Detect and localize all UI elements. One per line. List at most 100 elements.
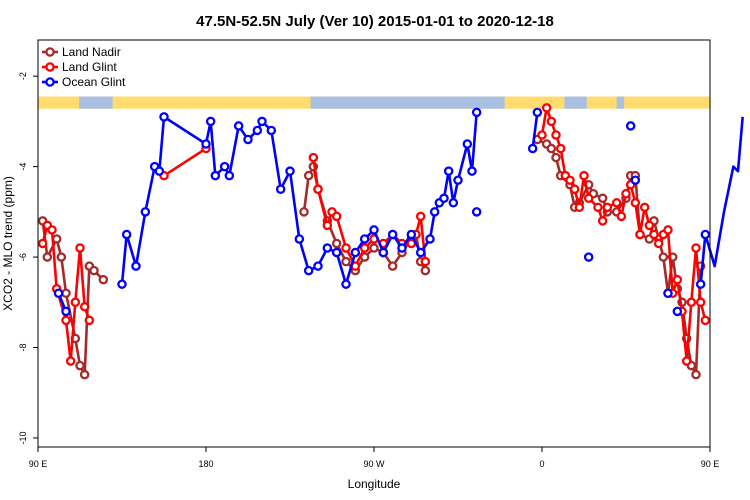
data-point [313, 184, 323, 194]
series-line [531, 112, 539, 149]
x-tick-label: 90 E [29, 459, 48, 469]
y-tick-label: -10 [18, 431, 28, 444]
data-point [275, 184, 286, 194]
y-tick-label: -8 [18, 344, 28, 352]
data-point [233, 121, 244, 131]
data-point [597, 216, 608, 226]
data-point [341, 279, 351, 289]
data-point [341, 243, 351, 253]
data-point [415, 247, 426, 258]
data-point [653, 238, 664, 249]
data-point [37, 238, 48, 249]
data-point [252, 125, 263, 136]
data-point [649, 229, 659, 240]
data-point [322, 243, 333, 253]
series-line [540, 106, 707, 363]
legend-marker [45, 47, 55, 57]
data-point [546, 143, 557, 154]
y-tick-label: -2 [18, 72, 28, 80]
data-point [700, 315, 711, 326]
data-point [471, 107, 482, 118]
data-point [369, 225, 379, 235]
data-point [369, 243, 379, 253]
data-point [630, 175, 641, 185]
series-layer [37, 103, 744, 380]
data-point [593, 202, 603, 213]
data-point [294, 234, 305, 244]
data-point [541, 103, 552, 113]
data-point [663, 225, 673, 235]
data-point [471, 207, 482, 217]
data-point [462, 139, 473, 149]
data-point [285, 166, 295, 176]
data-point [65, 356, 76, 366]
data-point [639, 202, 650, 213]
data-point [359, 234, 370, 244]
data-point [565, 175, 575, 185]
data-point [611, 198, 622, 208]
legend-label: Ocean Glint [62, 75, 126, 89]
data-point [89, 265, 99, 276]
data-point [625, 121, 636, 131]
x-axis-label: Longitude [348, 477, 401, 491]
legend-marker [45, 62, 55, 72]
data-point [201, 139, 211, 149]
x-tick-label: 90 E [701, 459, 720, 469]
data-point [429, 207, 440, 217]
data-point [448, 198, 459, 208]
x-tick-label: 0 [539, 459, 544, 469]
data-point [663, 288, 673, 298]
data-point [219, 161, 230, 172]
data-point [378, 247, 389, 258]
data-point [257, 116, 267, 127]
data-point [331, 247, 342, 258]
data-point [322, 220, 333, 231]
data-point [79, 369, 90, 380]
data-point [117, 279, 127, 289]
data-point [154, 166, 165, 176]
data-point [681, 356, 692, 366]
y-tick-label: -4 [18, 163, 28, 171]
data-point [467, 166, 477, 176]
data-point [695, 279, 706, 289]
series-line [163, 147, 207, 177]
data-point [555, 143, 566, 154]
data-point [53, 288, 64, 298]
data-point [439, 193, 449, 204]
data-point [205, 116, 216, 127]
data-point [303, 170, 314, 181]
series-ocean-glint [53, 107, 744, 317]
data-point [579, 170, 589, 181]
data-point [341, 256, 351, 267]
data-point [583, 252, 594, 262]
data-point [630, 198, 641, 208]
data-point [61, 288, 71, 298]
chart-title: 47.5N-52.5N July (Ver 10) 2015-01-01 to … [196, 13, 554, 30]
data-point [406, 229, 417, 240]
data-point [121, 229, 132, 240]
data-point [453, 175, 463, 185]
data-point [140, 207, 151, 217]
ocean-band-3 [616, 96, 625, 109]
ocean-band-2 [564, 96, 587, 109]
data-point [415, 211, 426, 222]
data-point [70, 297, 81, 308]
data-point [532, 107, 543, 118]
data-point [551, 130, 561, 140]
data-point [546, 116, 557, 127]
data-point [303, 265, 314, 276]
data-point [387, 261, 398, 271]
data-point [397, 243, 407, 253]
data-point [266, 125, 277, 136]
y-axis: -2 -4 -6 -8 -10 [18, 72, 38, 444]
x-axis: 90 E 180 90 W 0 90 E [29, 447, 720, 469]
data-point [551, 152, 561, 163]
data-point [359, 243, 370, 253]
data-point [686, 297, 697, 308]
data-point [313, 261, 323, 271]
data-point [700, 229, 711, 240]
x-tick-label: 90 W [363, 459, 385, 469]
y-axis-label: XCO2 - MLO trend (ppm) [1, 176, 15, 311]
